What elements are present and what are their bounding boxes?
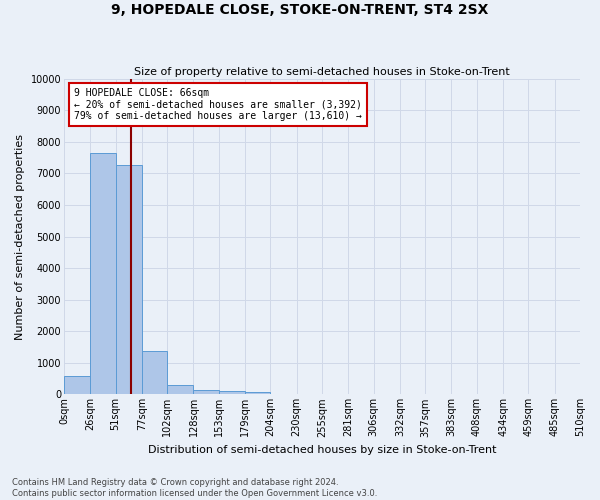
- Bar: [90, 153, 116, 394]
- Y-axis label: Number of semi-detached properties: Number of semi-detached properties: [15, 134, 25, 340]
- Bar: [167, 384, 193, 394]
- Bar: [193, 390, 219, 394]
- Bar: [116, 166, 142, 394]
- Bar: [245, 392, 271, 394]
- Bar: [219, 391, 245, 394]
- Text: 9 HOPEDALE CLOSE: 66sqm
← 20% of semi-detached houses are smaller (3,392)
79% of: 9 HOPEDALE CLOSE: 66sqm ← 20% of semi-de…: [74, 88, 362, 122]
- X-axis label: Distribution of semi-detached houses by size in Stoke-on-Trent: Distribution of semi-detached houses by …: [148, 445, 496, 455]
- Title: Size of property relative to semi-detached houses in Stoke-on-Trent: Size of property relative to semi-detach…: [134, 66, 510, 76]
- Text: 9, HOPEDALE CLOSE, STOKE-ON-TRENT, ST4 2SX: 9, HOPEDALE CLOSE, STOKE-ON-TRENT, ST4 2…: [112, 2, 488, 16]
- Bar: [142, 351, 167, 395]
- Text: Contains HM Land Registry data © Crown copyright and database right 2024.
Contai: Contains HM Land Registry data © Crown c…: [12, 478, 377, 498]
- Bar: [64, 376, 90, 394]
